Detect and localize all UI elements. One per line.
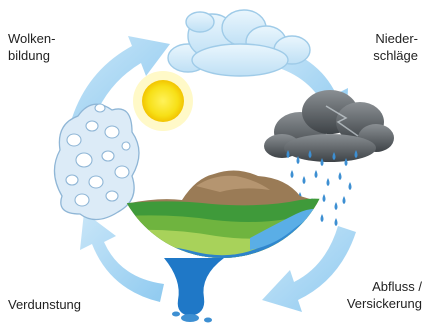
label-precipitation-line-1: Nieder- <box>375 31 418 46</box>
cloud-icon <box>167 9 311 77</box>
label-cloud-formation: Wolken- bildung <box>8 30 55 64</box>
sun-icon <box>133 71 193 131</box>
label-runoff-line-1: Abfluss / <box>372 279 422 294</box>
label-evaporation: Verdunstung <box>8 296 81 313</box>
rain-cloud-icon <box>264 90 394 226</box>
label-runoff-line-2: Versickerung <box>346 296 422 311</box>
label-runoff: Abfluss / Versickerung <box>347 278 422 312</box>
vapor-cloud-icon <box>53 103 140 221</box>
label-precipitation-line-2: schläge <box>373 48 418 63</box>
label-cloud-formation-line-1: Wolken- <box>8 31 56 46</box>
earth-globe-icon <box>112 170 332 323</box>
label-cloud-formation-line-2: bildung <box>8 48 50 63</box>
label-evaporation-line-1: Verdunstung <box>8 297 82 312</box>
label-precipitation: Nieder- schläge <box>373 30 418 64</box>
